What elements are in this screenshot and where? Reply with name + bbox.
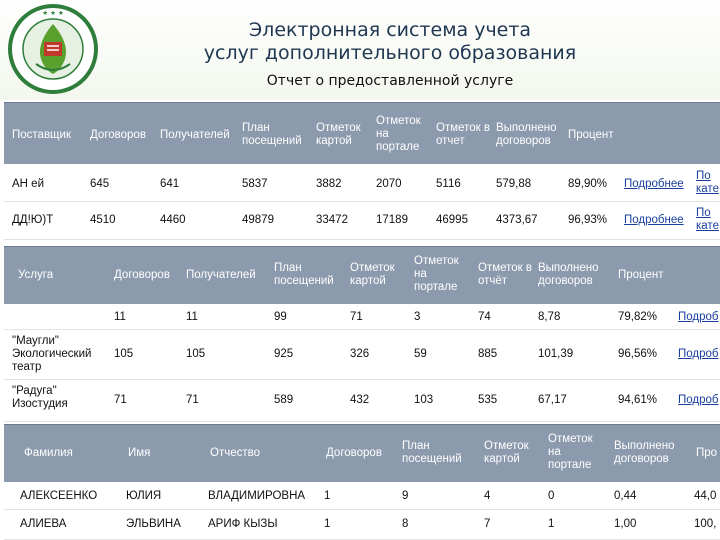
col-done: Выполнено договоров [538, 262, 599, 287]
table-row: АН ей 645 641 5837 3882 2070 5116 579,88… [4, 164, 720, 202]
col-contracts: Договоров [114, 269, 170, 281]
category-link[interactable]: По кате [696, 170, 719, 195]
col-plan: План посещений [402, 440, 462, 465]
title-line-2: услуг дополнительного образования [203, 42, 577, 64]
col-report: Отметок в отчет [436, 122, 491, 147]
col-plan: План посещений [242, 122, 302, 147]
category-link[interactable]: По кате [696, 207, 719, 232]
col-contracts: Договоров [326, 447, 382, 459]
table-row: АЛЕКСЕЕНКО ЮЛИЯ ВЛАДИМИРОВНА 1 9 4 0 0,4… [4, 482, 720, 510]
services-header-row: Услуга Договоров Получателей План посеще… [4, 246, 720, 304]
services-table: Услуга Договоров Получателей План посеще… [4, 246, 720, 422]
col-done: Выполнено договоров [614, 440, 675, 465]
title-line-1: Электронная система учета [248, 19, 532, 41]
details-link[interactable]: Подроб [678, 394, 719, 406]
providers-header-row: Поставщик Договоров Получателей План пос… [4, 102, 720, 164]
svg-text:★ ★ ★: ★ ★ ★ [42, 9, 64, 17]
page-header: ★ ★ ★ Электронная система учета услуг до… [0, 0, 720, 100]
persons-table: Фамилия Имя Отчество Договоров План посе… [4, 424, 720, 540]
page-title: Электронная система учета услуг дополнит… [150, 19, 630, 65]
col-portal: Отметок на портале [376, 115, 421, 153]
table-row: "Радуга" Изостудия 71 71 589 432 103 535… [4, 380, 720, 422]
details-link[interactable]: Подроб [678, 311, 719, 323]
table-row: "Маугли" Экологический театр 105 105 925… [4, 330, 720, 380]
col-surname: Фамилия [24, 447, 73, 459]
col-name: Имя [128, 447, 151, 459]
col-contracts: Договоров [90, 129, 146, 141]
table-row: АЛИЕВА ЭЛЬВИНА АРИФ КЫЗЫ 1 8 7 1 1,00 10… [4, 510, 720, 540]
col-recipients: Получателей [186, 269, 256, 281]
col-recipients: Получателей [160, 129, 230, 141]
table-row: ДД!Ю)Т 4510 4460 49879 33472 17189 46995… [4, 202, 720, 240]
details-link[interactable]: Подробнее [624, 178, 684, 190]
col-service: Услуга [18, 269, 54, 281]
col-percent: Процент [568, 129, 614, 141]
details-link[interactable]: Подробнее [624, 214, 684, 226]
persons-header-row: Фамилия Имя Отчество Договоров План посе… [4, 424, 720, 482]
table-row: 11 11 99 71 3 74 8,78 79,82% Подроб [4, 304, 720, 330]
ministry-seal-logo: ★ ★ ★ [8, 4, 98, 94]
providers-table: Поставщик Договоров Получателей План пос… [4, 102, 720, 240]
col-percent: Про [696, 447, 718, 459]
col-card: Отметок картой [316, 122, 361, 147]
col-portal: Отметок на портале [414, 255, 459, 293]
col-report: Отметок в отчёт [478, 262, 533, 287]
col-percent: Процент [618, 269, 664, 281]
col-done: Выполнено договоров [496, 122, 557, 147]
details-link[interactable]: Подроб [678, 348, 719, 360]
col-portal: Отметок на портале [548, 433, 593, 471]
col-provider: Поставщик [12, 129, 71, 141]
col-plan: План посещений [274, 262, 334, 287]
col-card: Отметок картой [350, 262, 395, 287]
report-subtitle: Отчет о предоставленной услуге [266, 73, 514, 89]
col-card: Отметок картой [484, 440, 529, 465]
col-patronymic: Отчество [210, 447, 260, 459]
